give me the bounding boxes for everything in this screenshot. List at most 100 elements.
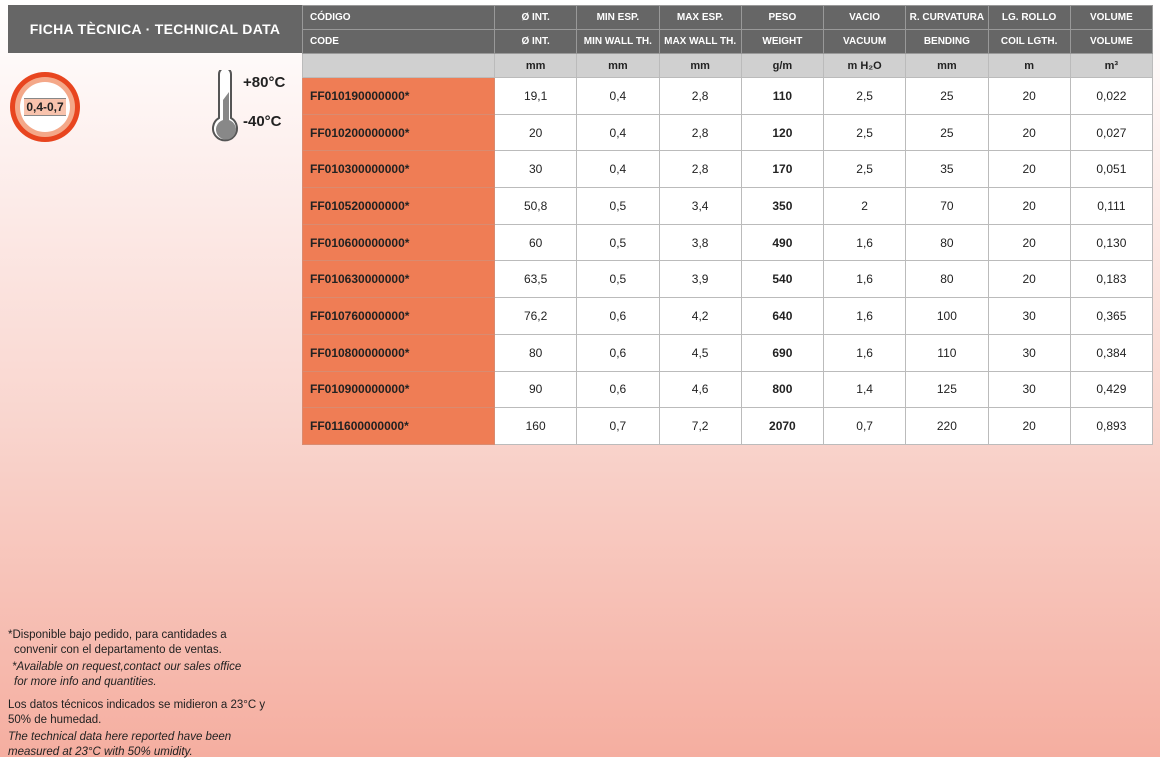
- table-cell: VACUUM: [822, 29, 907, 54]
- table-row: FF010800000000* 80 0,6 4,5 690 1,6 110 30 0,384: [302, 333, 1154, 372]
- table-cell: 20: [987, 260, 1071, 299]
- table-cell: 0,4: [576, 113, 660, 152]
- table-cell: 1,6: [822, 333, 907, 372]
- temp-min: -40°C: [243, 113, 282, 130]
- table-cell: 3,9: [658, 260, 742, 299]
- table-cell: MIN ESP.: [576, 5, 660, 30]
- table-cell: 3,8: [658, 223, 742, 262]
- footnotes: *Disponible bajo pedido, para cantidades…: [8, 628, 273, 760]
- table-row: FF010300000000* 30 0,4 2,8 170 2,5 35 20 0,051: [302, 150, 1154, 189]
- header-row: mm mm mm g/m m H₂O mm m m³: [302, 53, 1154, 78]
- table-cell: WEIGHT: [740, 29, 825, 54]
- table-cell: 30: [987, 297, 1071, 335]
- table-row: FF010760000000* 76,2 0,6 4,2 640 1,6 100 30 0,36…: [302, 297, 1154, 335]
- table-cell: m H₂O: [822, 53, 907, 78]
- thickness-badge: 0,4-0,7: [24, 98, 66, 116]
- table-cell: 0,5: [576, 260, 660, 299]
- table-cell: 76,2: [493, 297, 578, 335]
- table-cell: 0,384: [1069, 333, 1154, 372]
- table-cell: 30: [987, 333, 1071, 372]
- table-cell: 1,6: [822, 223, 907, 262]
- table-cell: 4,2: [658, 297, 742, 335]
- table-cell: 70: [905, 187, 989, 225]
- table-cell: 50,8: [493, 187, 578, 225]
- table-cell: 220: [905, 407, 989, 445]
- table-cell: 0,365: [1069, 297, 1154, 335]
- table-cell: 0,429: [1069, 370, 1154, 409]
- table-cell: VOLUME: [1069, 29, 1154, 54]
- table-cell: 800: [740, 370, 825, 409]
- table-cell: MIN WALL TH.: [576, 29, 660, 54]
- note-en-2: The technical data here reported have be…: [8, 731, 232, 758]
- table-cell: 170: [740, 150, 825, 189]
- table-cell: VOLUME: [1069, 5, 1154, 30]
- table-cell: 20: [987, 187, 1071, 225]
- table-cell: 0,7: [822, 407, 907, 445]
- note-es-1: *Disponible bajo pedido, para cantidades…: [8, 629, 227, 641]
- table-cell: mm: [905, 53, 989, 78]
- table-cell: 640: [740, 297, 825, 335]
- table-cell: 2,8: [658, 113, 742, 152]
- note-es-2: Los datos técnicos indicados se midieron…: [8, 699, 266, 726]
- table-cell: 30: [493, 150, 578, 189]
- table-cell: LG. ROLLO: [987, 5, 1071, 30]
- table-cell: 63,5: [493, 260, 578, 299]
- table-cell: 1,6: [822, 260, 907, 299]
- table-cell: 110: [740, 77, 825, 115]
- table-cell: 120: [740, 113, 825, 152]
- table-cell: 0,183: [1069, 260, 1154, 299]
- code-cell: FF010630000000*: [302, 260, 495, 299]
- table-cell: 350: [740, 187, 825, 225]
- code-cell: FF010600000000*: [302, 223, 495, 262]
- table-cell: 25: [905, 77, 989, 115]
- table-cell: 690: [740, 333, 825, 372]
- table-cell: 0,027: [1069, 113, 1154, 152]
- table-cell: 0,111: [1069, 187, 1154, 225]
- table-row: FF010600000000* 60 0,5 3,8 490 1,6 80 20 0,130: [302, 223, 1154, 262]
- table-cell: 30: [987, 370, 1071, 409]
- table-cell: 60: [493, 223, 578, 262]
- table-cell: mm: [658, 53, 742, 78]
- table-cell: 2,8: [658, 77, 742, 115]
- table-cell: 1,4: [822, 370, 907, 409]
- code-cell: FF010800000000*: [302, 333, 495, 372]
- table-cell: 2,5: [822, 77, 907, 115]
- table-cell: 0,4: [576, 77, 660, 115]
- table-cell: 110: [905, 333, 989, 372]
- table-cell: mm: [493, 53, 578, 78]
- table-cell: 20: [987, 113, 1071, 152]
- table-cell: 19,1: [493, 77, 578, 115]
- table-cell: g/m: [740, 53, 825, 78]
- header-row: CODE Ø INT. MIN WALL TH. MAX WALL TH. WEIGHT…: [302, 29, 1154, 54]
- table-cell: 2,8: [658, 150, 742, 189]
- table-cell: MAX ESP.: [658, 5, 742, 30]
- code-cell: FF010520000000*: [302, 187, 495, 225]
- note-en-1b: for more info and quantities.: [14, 676, 157, 688]
- table-cell: 7,2: [658, 407, 742, 445]
- code-cell: CODE: [302, 29, 495, 54]
- table-cell: 0,6: [576, 333, 660, 372]
- note-en-1: *Available on request,contact our sales …: [12, 661, 242, 673]
- table-cell: 0,5: [576, 187, 660, 225]
- table-cell: 0,7: [576, 407, 660, 445]
- table-cell: Ø INT.: [493, 29, 578, 54]
- table-cell: 4,5: [658, 333, 742, 372]
- code-cell: FF010190000000*: [302, 77, 495, 115]
- table-cell: 0,893: [1069, 407, 1154, 445]
- table-cell: 0,130: [1069, 223, 1154, 262]
- page-title: FICHA TÈCNICA · TECHNICAL DATA: [8, 5, 302, 53]
- table-cell: 160: [493, 407, 578, 445]
- code-cell: FF010200000000*: [302, 113, 495, 152]
- table-cell: 80: [905, 223, 989, 262]
- table-row: FF010190000000* 19,1 0,4 2,8 110 2,5 25 20 0,022: [302, 77, 1154, 115]
- thermometer-icon: [212, 70, 238, 142]
- table-cell: 20: [493, 113, 578, 152]
- code-cell: FF010900000000*: [302, 370, 495, 409]
- table-cell: 2: [822, 187, 907, 225]
- table-cell: PESO: [740, 5, 825, 30]
- table-cell: Ø INT.: [493, 5, 578, 30]
- temp-max: +80°C: [243, 74, 286, 91]
- code-cell: FF010760000000*: [302, 297, 495, 335]
- table-cell: m: [987, 53, 1071, 78]
- table-cell: 20: [987, 77, 1071, 115]
